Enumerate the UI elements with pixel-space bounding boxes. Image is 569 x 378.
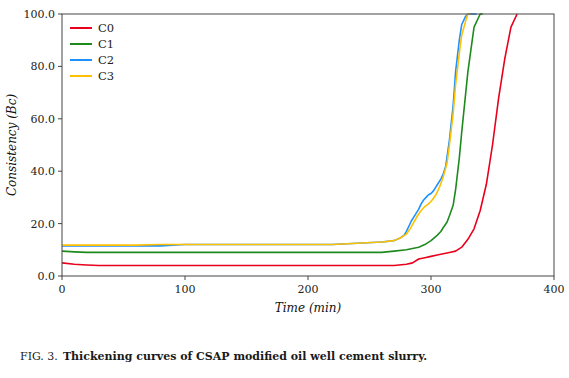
- x-tick-label: 400: [544, 283, 565, 296]
- x-axis-label: Time (min): [275, 301, 342, 315]
- caption-part: Thickening curves of CSAP modified oil w…: [63, 350, 427, 363]
- legend-label: C2: [98, 53, 114, 67]
- legend-swatch: [70, 43, 92, 45]
- caption: FIG. 3. Thickening curves of CSAP modifie…: [20, 350, 427, 363]
- y-tick-label: 60.0: [31, 113, 56, 126]
- y-tick: [58, 66, 62, 67]
- y-tick: [58, 118, 62, 119]
- chart: 0.0 20.0 40.0 60.0 80.0 100.0 0 100 200 300 400 Tim…: [0, 0, 569, 378]
- legend-label: C0: [98, 21, 114, 35]
- x-tick-label: 0: [59, 283, 66, 296]
- y-tick-label: 40.0: [31, 165, 56, 178]
- x-tick: [62, 276, 63, 280]
- lines: [62, 14, 517, 266]
- series-line: [62, 14, 517, 266]
- y-tick-label: 0.0: [38, 270, 56, 283]
- y-tick: [58, 171, 62, 172]
- y-axis-label: Consistency (Bc): [5, 94, 19, 196]
- caption-part: FIG. 3.: [20, 350, 58, 363]
- plot-frame: [62, 14, 554, 276]
- x-tick: [431, 276, 432, 280]
- x-tick-label: 100: [175, 283, 196, 296]
- x-tick: [554, 276, 555, 280]
- series-line: [62, 14, 470, 245]
- x-axis: 0 100 200 300 400: [59, 276, 565, 296]
- series-line: [62, 14, 483, 252]
- legend-swatch: [70, 27, 92, 29]
- x-tick: [185, 276, 186, 280]
- legend: C0 C1 C2 C3: [70, 21, 114, 83]
- x-tick: [308, 276, 309, 280]
- y-tick-label: 80.0: [31, 60, 56, 73]
- series-line: [62, 14, 477, 246]
- x-tick-label: 200: [298, 283, 319, 296]
- legend-swatch: [70, 75, 92, 77]
- legend-label: C1: [98, 37, 114, 51]
- y-axis: 0.0 20.0 40.0 60.0 80.0 100.0: [24, 8, 63, 283]
- y-tick-label: 100.0: [24, 8, 56, 21]
- y-tick: [58, 223, 62, 224]
- x-tick-label: 300: [421, 283, 442, 296]
- legend-label: C3: [98, 69, 114, 83]
- legend-swatch: [70, 59, 92, 61]
- y-tick: [58, 14, 62, 15]
- y-tick: [58, 276, 62, 277]
- y-tick-label: 20.0: [31, 218, 56, 231]
